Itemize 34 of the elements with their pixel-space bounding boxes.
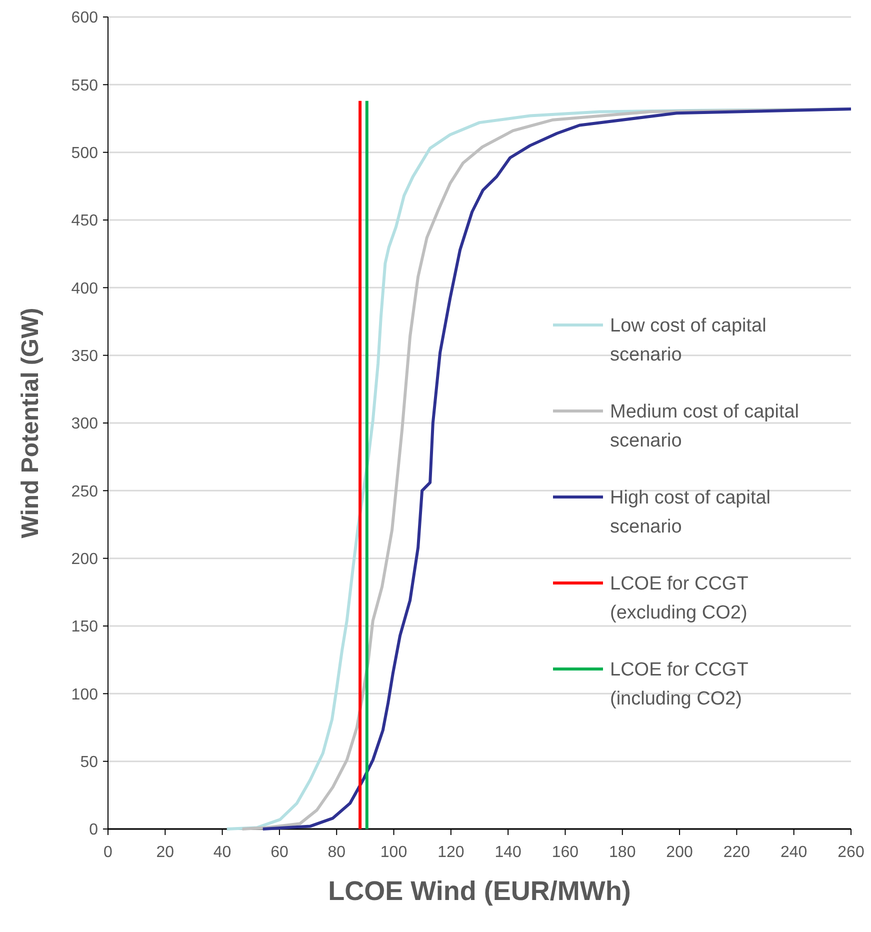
x-tick-label: 60 xyxy=(270,844,288,861)
x-tick-label: 260 xyxy=(838,844,864,861)
y-tick-label: 600 xyxy=(71,10,98,27)
y-tick-label: 0 xyxy=(89,822,98,839)
x-tick-label: 80 xyxy=(328,844,346,861)
y-tick-label: 250 xyxy=(71,483,98,500)
x-tick-label: 140 xyxy=(494,844,522,861)
x-tick-label: 20 xyxy=(156,844,174,861)
legend-label: High cost of capital scenario xyxy=(610,488,771,538)
x-tick-label: 180 xyxy=(609,844,636,861)
x-tick-label: 0 xyxy=(104,844,113,861)
x-tick-label: 120 xyxy=(438,844,464,861)
x-tick-label: 220 xyxy=(723,844,750,861)
y-tick-label: 300 xyxy=(71,416,98,433)
y-tick-label: 100 xyxy=(71,686,98,704)
y-tick-label: 500 xyxy=(71,144,98,162)
y-tick-label: 150 xyxy=(71,618,98,636)
legend-label: LCOE for CCGT (excluding CO2) xyxy=(610,574,749,624)
y-tick-label: 450 xyxy=(71,212,98,230)
legend-label: Medium cost of capital scenario xyxy=(610,402,800,452)
x-tick-label: 240 xyxy=(780,844,808,861)
x-tick-label: 40 xyxy=(213,844,232,861)
x-tick-label: 200 xyxy=(666,844,693,861)
y-tick-label: 350 xyxy=(71,348,98,365)
y-tick-label: 550 xyxy=(71,77,98,94)
x-tick-label: 100 xyxy=(380,844,408,861)
y-tick-label: 50 xyxy=(80,754,98,771)
legend-label: Low cost of capital scenario xyxy=(610,316,766,366)
y-axis-title: Wind Potential (GW) xyxy=(17,308,44,538)
y-tick-label: 400 xyxy=(71,280,98,298)
x-axis-title: LCOE Wind (EUR/MWh) xyxy=(328,876,631,906)
legend-label: LCOE for CCGT (including CO2) xyxy=(610,660,749,710)
y-tick-label: 200 xyxy=(71,550,98,568)
x-tick-label: 160 xyxy=(552,844,579,861)
